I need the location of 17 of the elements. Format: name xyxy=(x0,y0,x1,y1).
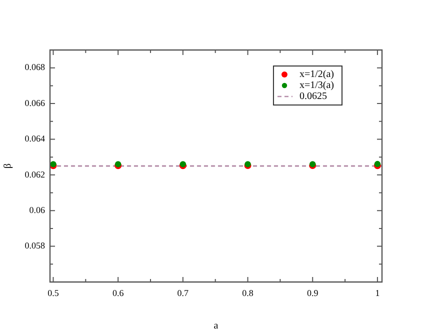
y-tick-label: 0.066 xyxy=(24,98,46,108)
y-tick-label: 0.068 xyxy=(24,62,46,72)
y-axis-title: β xyxy=(2,163,14,169)
y-tick-label: 0.064 xyxy=(24,134,46,144)
x-tick-label: 0.8 xyxy=(242,288,254,298)
x-tick-label: 0.7 xyxy=(177,288,190,298)
x-axis-title: a xyxy=(214,320,219,332)
x-tick-label: 0.5 xyxy=(48,288,60,298)
legend-label: x=1/2(a) xyxy=(299,69,334,80)
y-tick-label: 0.062 xyxy=(24,169,45,180)
legend-label: x=1/3(a) xyxy=(299,80,334,92)
y-tick-label: 0.058 xyxy=(24,240,46,251)
x-tick-label: 1 xyxy=(375,288,380,298)
x-tick-label: 0.6 xyxy=(112,288,124,298)
legend-label: 0.0625 xyxy=(299,91,327,102)
y-tick-label: 0.06 xyxy=(29,204,46,215)
x-tick-label: 0.9 xyxy=(306,288,319,298)
